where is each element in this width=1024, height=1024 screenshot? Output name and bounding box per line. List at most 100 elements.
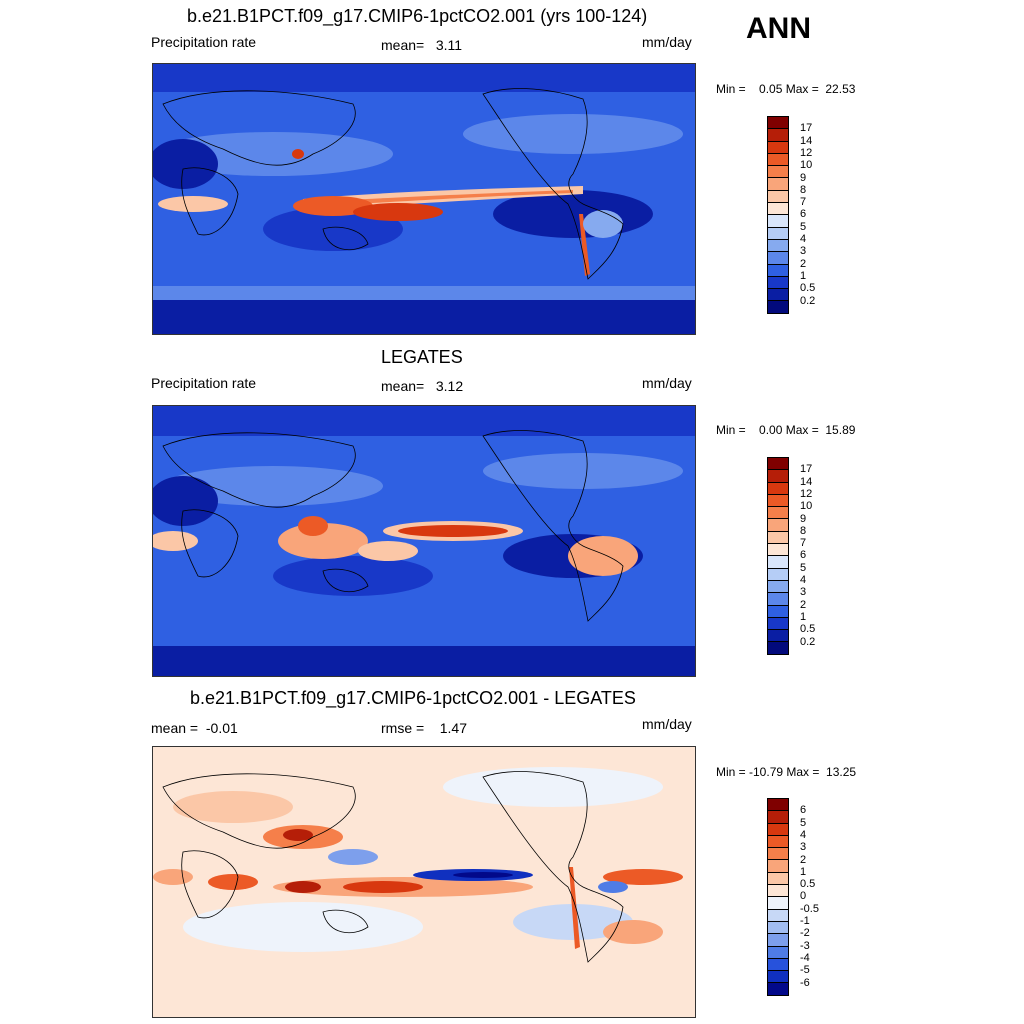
panel1-units-label: mm/day: [642, 34, 692, 50]
panel2-title: LEGATES: [381, 347, 463, 367]
panel1-map-field: [153, 64, 695, 334]
colorbar-tick-label: 3: [800, 245, 807, 258]
colorbar-swatch: [767, 214, 789, 228]
panel2-colorbar: [767, 457, 789, 655]
colorbar-swatch: [767, 128, 789, 142]
colorbar-swatch: [767, 641, 789, 655]
colorbar-swatch: [767, 288, 789, 302]
colorbar-swatch: [767, 933, 789, 947]
panel3-minmax: Min = -10.79 Max = 13.25: [716, 765, 857, 779]
colorbar-swatch: [767, 177, 789, 191]
colorbar-swatch: [767, 629, 789, 643]
colorbar-swatch: [767, 592, 789, 606]
colorbar-swatch: [767, 908, 789, 922]
colorbar-swatch: [767, 202, 789, 216]
panel1-variable-label: Precipitation rate: [151, 34, 257, 50]
colorbar-tick-label: 0.5: [800, 623, 816, 636]
panel3-units-label: mm/day: [642, 716, 692, 732]
colorbar-tick-label: 0.2: [800, 294, 816, 307]
colorbar-tick-label: 10: [800, 159, 813, 172]
panel3-rmse-label: rmse = 1.47: [381, 720, 467, 736]
panel2-mean-label: mean= 3.12: [381, 378, 464, 394]
colorbar-swatch: [767, 847, 789, 861]
colorbar-tick-label: -2: [800, 927, 810, 940]
panel3-title: b.e21.B1PCT.f09_g17.CMIP6-1pctCO2.001 - …: [190, 688, 636, 708]
colorbar-tick-label: 4: [800, 574, 807, 586]
panel2-minmax: Min = 0.00 Max = 15.89: [716, 423, 856, 437]
colorbar-swatch: [767, 457, 789, 471]
colorbar-tick-label: 12: [800, 146, 813, 159]
colorbar-swatch: [767, 884, 789, 898]
colorbar-swatch: [767, 798, 789, 812]
colorbar-swatch: [767, 238, 789, 253]
colorbar-swatch: [767, 579, 789, 594]
panel1-colorbar: [767, 116, 789, 314]
colorbar-swatch: [767, 165, 789, 179]
colorbar-tick-label: 2: [800, 853, 807, 866]
colorbar-swatch: [767, 152, 789, 167]
colorbar-tick-label: -5: [800, 964, 810, 977]
colorbar-tick-label: 8: [800, 524, 807, 537]
colorbar-tick-label: -0.5: [800, 902, 819, 915]
colorbar-tick-label: 1: [800, 269, 807, 282]
colorbar-tick-label: 5: [800, 220, 807, 233]
colorbar-tick-label: 0.5: [800, 282, 816, 295]
panel1-minmax: Min = 0.05 Max = 22.53: [716, 82, 856, 96]
colorbar-tick-label: 12: [800, 487, 813, 500]
colorbar-swatch: [767, 982, 789, 996]
colorbar-tick-label: 7: [800, 196, 807, 209]
colorbar-tick-label: 2: [800, 257, 807, 270]
colorbar-swatch: [767, 896, 789, 910]
colorbar-swatch: [767, 263, 789, 277]
colorbar-tick-label: 4: [800, 233, 807, 245]
colorbar-tick-label: 0.5: [800, 878, 816, 891]
colorbar-tick-label: 14: [800, 134, 813, 147]
colorbar-swatch: [767, 567, 789, 581]
colorbar-tick-label: 0: [800, 890, 807, 903]
colorbar-swatch: [767, 859, 789, 873]
panel1-mean-label: mean= 3.11: [381, 37, 463, 53]
colorbar-tick-label: -3: [800, 939, 810, 952]
panel3-map-field: [153, 747, 695, 1017]
colorbar-swatch: [767, 822, 789, 836]
colorbar-swatch: [767, 945, 789, 959]
colorbar-tick-label: 6: [800, 208, 807, 221]
colorbar-swatch: [767, 810, 789, 824]
colorbar-swatch: [767, 275, 789, 290]
colorbar-swatch: [767, 920, 789, 935]
colorbar-tick-label: 6: [800, 549, 807, 562]
colorbar-swatch: [767, 251, 789, 265]
colorbar-swatch: [767, 543, 789, 557]
colorbar-swatch: [767, 834, 789, 849]
colorbar-swatch: [767, 469, 789, 483]
colorbar-tick-label: 3: [800, 586, 807, 599]
panel3-map: [152, 746, 696, 1018]
colorbar-swatch: [767, 300, 789, 314]
colorbar-tick-label: 7: [800, 537, 807, 550]
panel2-units-label: mm/day: [642, 375, 692, 391]
colorbar-swatch: [767, 957, 789, 972]
colorbar-tick-label: 1: [800, 610, 807, 623]
colorbar-tick-label: 9: [800, 512, 807, 525]
panel2-map-field: [153, 406, 695, 676]
colorbar-tick-label: 3: [800, 841, 807, 854]
colorbar-swatch: [767, 530, 789, 545]
colorbar-tick-label: 0.2: [800, 635, 816, 648]
panel2-variable-label: Precipitation rate: [151, 375, 257, 391]
colorbar-tick-label: 4: [800, 828, 807, 841]
panel3-colorbar: [767, 798, 789, 996]
panel3-mean-label: mean = -0.01: [151, 720, 238, 736]
colorbar-tick-label: -6: [800, 976, 810, 989]
panel1-title: b.e21.B1PCT.f09_g17.CMIP6-1pctCO2.001 (y…: [187, 6, 648, 26]
colorbar-swatch: [767, 506, 789, 520]
colorbar-tick-label: 5: [800, 816, 807, 829]
colorbar-tick-label: -4: [800, 951, 810, 964]
colorbar-swatch: [767, 604, 789, 618]
colorbar-tick-label: 9: [800, 171, 807, 184]
colorbar-swatch: [767, 555, 789, 569]
colorbar-swatch: [767, 116, 789, 130]
colorbar-swatch: [767, 616, 789, 631]
colorbar-tick-label: 14: [800, 475, 813, 488]
colorbar-tick-label: 17: [800, 122, 813, 135]
colorbar-tick-label: 2: [800, 598, 807, 611]
